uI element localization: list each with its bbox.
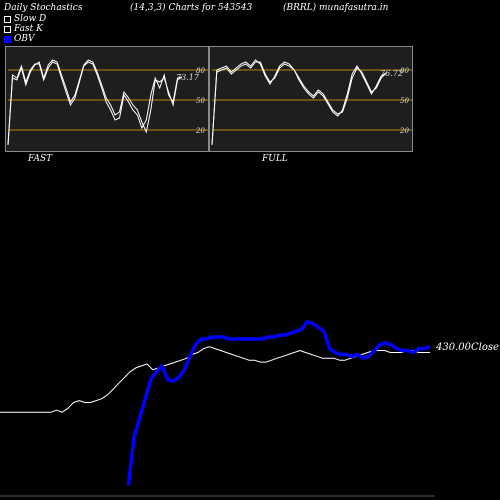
fast-panel: 20 50 80 73.17 — [5, 46, 209, 152]
full-value-label: 76.72 — [380, 69, 403, 78]
close-value-label: 430.00Close — [436, 342, 499, 353]
fast-value-label: 73.17 — [176, 73, 200, 82]
fast-panel-label: FAST — [28, 154, 53, 164]
legend-label-fast-k: Fast K — [14, 24, 43, 34]
close-suffix: Close — [471, 342, 499, 353]
legend-item-obv: OBV — [4, 34, 35, 44]
full-panel-label: FULL — [262, 154, 288, 164]
legend-swatch-slow-d — [4, 15, 11, 23]
full-tick-50: 50 — [400, 97, 409, 105]
fast-tick-80: 80 — [196, 67, 205, 75]
site-name: (BRRL) munafasutra.in — [283, 3, 389, 13]
full-tick-20: 20 — [399, 127, 409, 135]
full-series-1 — [211, 59, 387, 146]
chart-params: (14,3,3) Charts for 543543 — [130, 3, 253, 13]
legend-swatch-fast-k — [4, 25, 11, 33]
full-tick-80: 80 — [400, 67, 409, 75]
chart-title: Daily Stochastics — [4, 3, 83, 13]
fast-series-1 — [7, 61, 183, 146]
legend-item-slow-d: Slow D — [4, 14, 46, 24]
fast-tick-50: 50 — [196, 97, 205, 105]
legend-label-obv: OBV — [14, 34, 35, 44]
full-panel: 20 50 80 76.72 — [209, 46, 413, 152]
legend-item-fast-k: Fast K — [4, 24, 43, 34]
legend-swatch-obv — [4, 35, 11, 43]
fast-tick-20: 20 — [195, 127, 205, 135]
full-series-0 — [211, 61, 387, 146]
legend-label-slow-d: Slow D — [14, 14, 47, 24]
close-value: 430.00 — [436, 342, 471, 353]
obv-line — [126, 319, 431, 486]
